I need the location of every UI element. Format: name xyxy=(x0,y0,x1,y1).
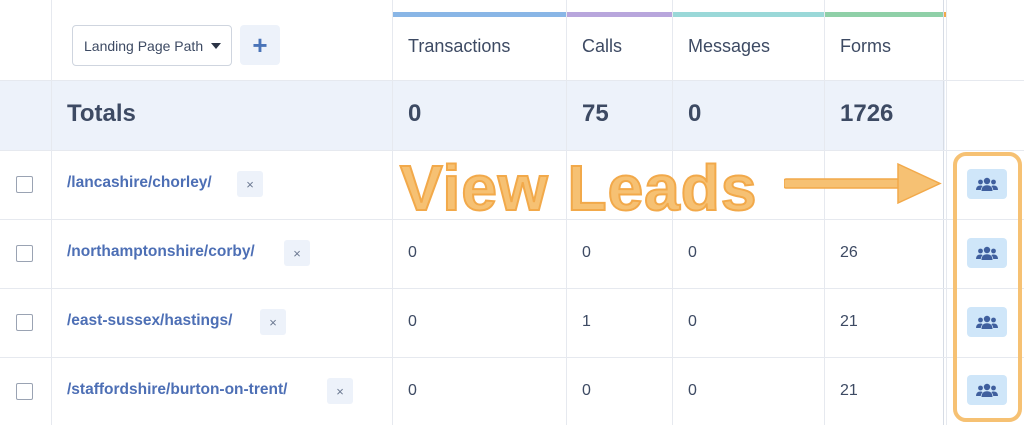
cell-calls: 1 xyxy=(582,313,591,330)
grid-line xyxy=(943,0,944,425)
cell-messages: 0 xyxy=(688,244,697,261)
extra-color-bar xyxy=(943,12,946,17)
users-group-icon xyxy=(976,383,998,397)
users-group-icon xyxy=(976,315,998,329)
close-icon[interactable]: × xyxy=(327,378,353,404)
column-header-messages[interactable]: Messages xyxy=(688,36,771,56)
arrow-right-icon xyxy=(784,162,942,205)
caret-down-icon xyxy=(211,43,221,49)
grid-line xyxy=(392,0,393,425)
row-checkbox[interactable] xyxy=(16,176,33,193)
view-leads-button[interactable] xyxy=(967,238,1007,268)
cell-forms: 21 xyxy=(840,313,858,330)
totals-label: Totals xyxy=(67,100,136,127)
cell-calls: 0 xyxy=(582,382,591,399)
cell-forms: 26 xyxy=(840,244,858,261)
view-leads-button[interactable] xyxy=(967,169,1007,199)
view-leads-highlight-box xyxy=(953,152,1022,422)
row-checkbox[interactable] xyxy=(16,314,33,331)
users-group-icon xyxy=(976,177,998,191)
grid-line xyxy=(0,80,1024,81)
totals-messages: 0 xyxy=(688,100,702,127)
totals-row-background xyxy=(0,81,945,150)
cell-transactions: 0 xyxy=(408,382,417,399)
landing-page-path-link[interactable]: /northamptonshire/corby/ xyxy=(67,243,255,260)
close-icon[interactable]: × xyxy=(284,240,310,266)
dimension-select[interactable]: Landing Page Path xyxy=(72,25,232,66)
grid-line xyxy=(566,0,567,425)
column-header-calls[interactable]: Calls xyxy=(582,36,623,56)
landing-page-path-link[interactable]: /lancashire/chorley/ xyxy=(67,174,212,191)
transactions-color-bar xyxy=(393,12,566,17)
view-leads-button[interactable] xyxy=(967,307,1007,337)
grid-line xyxy=(0,219,1024,220)
messages-color-bar xyxy=(673,12,824,17)
cell-messages: 0 xyxy=(688,382,697,399)
grid-line xyxy=(824,0,825,425)
add-dimension-button[interactable]: + xyxy=(240,25,280,65)
column-header-forms[interactable]: Forms xyxy=(840,36,891,56)
cell-transactions: 0 xyxy=(408,244,417,261)
forms-color-bar xyxy=(825,12,943,17)
grid-line xyxy=(51,0,52,425)
grid-line xyxy=(672,0,673,425)
cell-calls: 0 xyxy=(582,244,591,261)
totals-transactions: 0 xyxy=(408,100,422,127)
grid-line xyxy=(946,0,947,425)
cell-forms: 21 xyxy=(840,382,858,399)
cell-messages: 0 xyxy=(688,313,697,330)
landing-page-path-link[interactable]: /staffordshire/burton-on-trent/ xyxy=(67,381,288,398)
row-checkbox[interactable] xyxy=(16,245,33,262)
row-checkbox[interactable] xyxy=(16,383,33,400)
close-icon[interactable]: × xyxy=(260,309,286,335)
calls-color-bar xyxy=(567,12,672,17)
view-leads-annotation: View Leads xyxy=(399,151,758,225)
totals-forms: 1726 xyxy=(840,100,894,127)
dimension-select-value: Landing Page Path xyxy=(84,37,204,54)
column-header-transactions[interactable]: Transactions xyxy=(408,36,511,56)
grid-line xyxy=(0,357,1024,358)
grid-line xyxy=(0,150,1024,151)
view-leads-button[interactable] xyxy=(967,375,1007,405)
grid-line xyxy=(0,288,1024,289)
users-group-icon xyxy=(976,246,998,260)
totals-calls: 75 xyxy=(582,100,609,127)
cell-transactions: 0 xyxy=(408,313,417,330)
landing-page-path-link[interactable]: /east-sussex/hastings/ xyxy=(67,312,233,329)
close-icon[interactable]: × xyxy=(237,171,263,197)
